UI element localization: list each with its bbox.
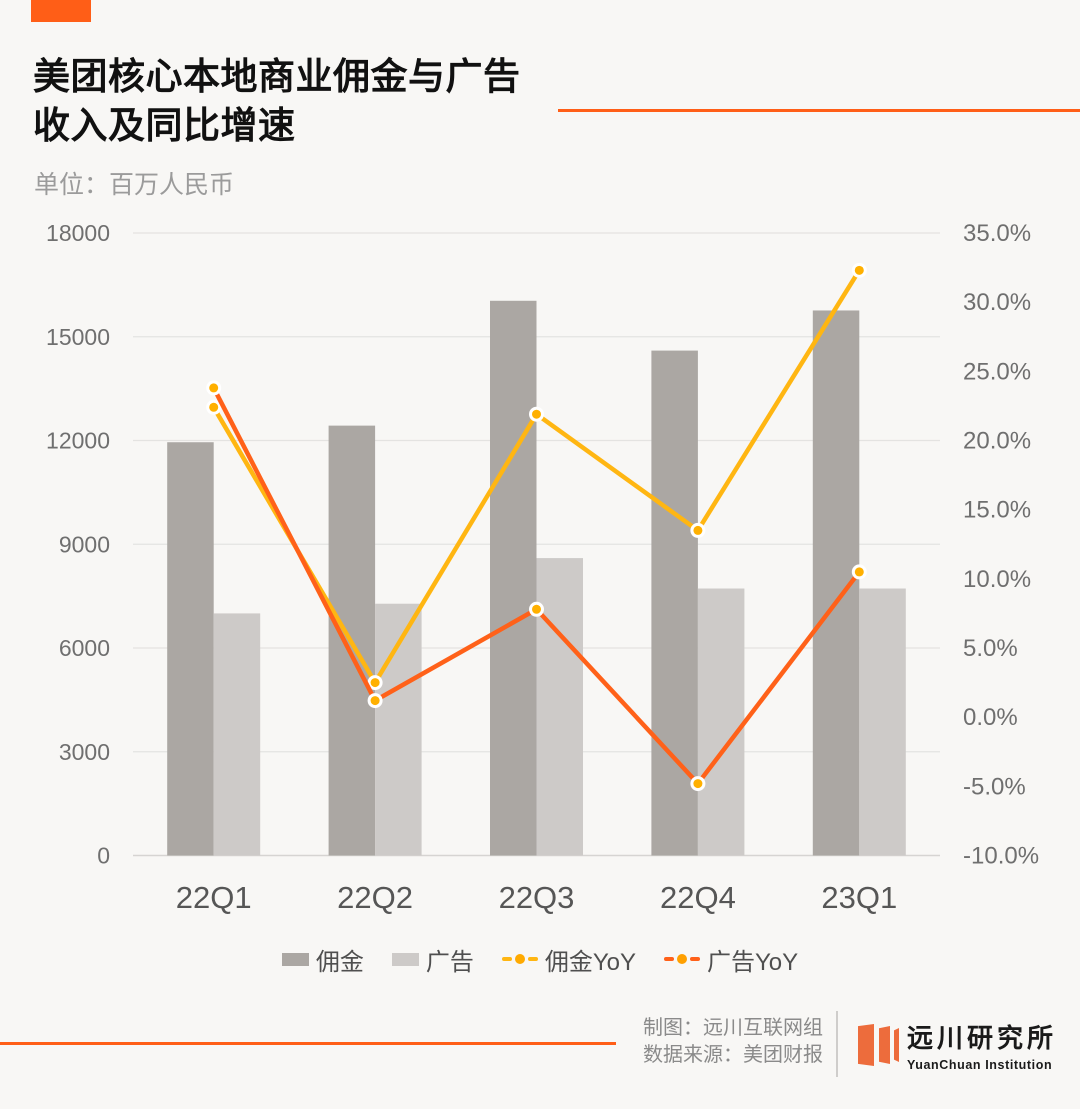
- right-axis-labels: 35.0% 30.0% 25.0% 20.0% 15.0% 10.0% 5.0% 0.0% -5…: [963, 220, 1039, 870]
- svg-text:-10.0%: -10.0%: [963, 843, 1039, 870]
- logo-text: 远川研究所 YuanChuan Institution: [907, 1018, 1057, 1072]
- line-series-ads-yoy: [206, 380, 867, 792]
- legend-label: 广告: [425, 948, 474, 976]
- unit-subtitle: 单位：百万人民币: [34, 171, 235, 199]
- legend-item-ads: 广告: [391, 942, 474, 977]
- commission-yoy-line-icon: [501, 954, 538, 964]
- svg-text:9000: 9000: [59, 531, 110, 557]
- data-point: [209, 402, 219, 412]
- title-rule: [558, 109, 1080, 112]
- svg-text:22Q1: 22Q1: [176, 880, 252, 915]
- svg-text:22Q4: 22Q4: [660, 880, 736, 915]
- ads-swatch-icon: [391, 952, 419, 966]
- bar: [167, 442, 214, 856]
- data-point: [209, 383, 219, 393]
- commission-swatch-icon: [281, 952, 309, 966]
- data-point: [693, 525, 703, 535]
- page-title-line2: 收入及同比增速: [33, 105, 296, 146]
- svg-text:5.0%: 5.0%: [963, 635, 1018, 662]
- footer-rule: [0, 1042, 616, 1045]
- yuanchuan-logo: 远川研究所 YuanChuan Institution: [858, 1018, 1057, 1072]
- logo-bars-icon: [858, 1024, 899, 1066]
- data-point: [370, 696, 380, 706]
- svg-text:22Q3: 22Q3: [499, 880, 575, 915]
- svg-text:25.0%: 25.0%: [963, 358, 1031, 385]
- svg-text:18000: 18000: [46, 220, 110, 246]
- bar: [859, 588, 906, 856]
- svg-text:12000: 12000: [46, 428, 110, 454]
- footer-divider: [836, 1011, 838, 1077]
- legend-item-commission: 佣金: [281, 942, 364, 977]
- svg-text:23Q1: 23Q1: [821, 880, 897, 915]
- bar: [697, 588, 745, 856]
- svg-text:30.0%: 30.0%: [963, 289, 1031, 316]
- credit-source: 数据来源：美团财报: [643, 1044, 823, 1066]
- accent-square: [31, 0, 91, 22]
- svg-text:22Q2: 22Q2: [337, 880, 413, 915]
- svg-text:0: 0: [97, 843, 110, 869]
- legend-item-commission-yoy: 佣金YoY: [501, 942, 636, 977]
- svg-text:-5.0%: -5.0%: [963, 773, 1026, 800]
- bar: [213, 613, 261, 856]
- svg-text:0.0%: 0.0%: [963, 704, 1018, 731]
- logo-name-en: YuanChuan Institution: [907, 1058, 1053, 1072]
- ads-yoy-line-icon: [664, 954, 700, 964]
- bar-series-ads: [213, 558, 906, 856]
- svg-text:10.0%: 10.0%: [963, 566, 1031, 593]
- svg-text:3000: 3000: [59, 739, 110, 765]
- logo-name-cn: 远川研究所: [907, 1023, 1058, 1053]
- page-title: 美团核心本地商业佣金与广告 收入及同比增速: [33, 52, 521, 150]
- credit-author: 制图：远川互联网组: [643, 1017, 823, 1039]
- bar: [536, 558, 583, 856]
- chart-legend: 佣金 广告 佣金YoY 广告YoY: [0, 938, 1080, 980]
- svg-text:15000: 15000: [46, 324, 110, 350]
- line-series-commission-yoy: [206, 262, 867, 691]
- bar: [651, 350, 698, 856]
- data-point: [854, 265, 864, 275]
- bar: [490, 300, 537, 856]
- svg-text:15.0%: 15.0%: [963, 497, 1031, 524]
- legend-label: 佣金: [315, 948, 364, 976]
- svg-text:35.0%: 35.0%: [963, 220, 1031, 247]
- svg-text:20.0%: 20.0%: [963, 428, 1031, 455]
- credits: 制图：远川互联网组 数据来源：美团财报: [643, 1015, 823, 1069]
- data-point: [693, 779, 703, 789]
- legend-item-ads-yoy: 广告YoY: [664, 942, 798, 977]
- page-title-line1: 美团核心本地商业佣金与广告: [33, 56, 521, 97]
- data-point: [854, 567, 864, 577]
- data-point: [532, 409, 541, 419]
- svg-text:6000: 6000: [59, 635, 110, 661]
- left-axis-labels: 18000 15000 12000 9000 6000 3000 0: [46, 220, 110, 869]
- data-point: [370, 678, 380, 688]
- x-axis-labels: 22Q1 22Q2 22Q3 22Q4 23Q1: [176, 880, 897, 915]
- chart-canvas: 18000 15000 12000 9000 6000 3000 0 35.0% 30.0% 25…: [46, 220, 1039, 915]
- legend-label: 广告YoY: [707, 948, 799, 976]
- legend-label: 佣金YoY: [544, 948, 636, 976]
- bar-series-commission: [167, 300, 860, 856]
- data-point: [532, 604, 541, 614]
